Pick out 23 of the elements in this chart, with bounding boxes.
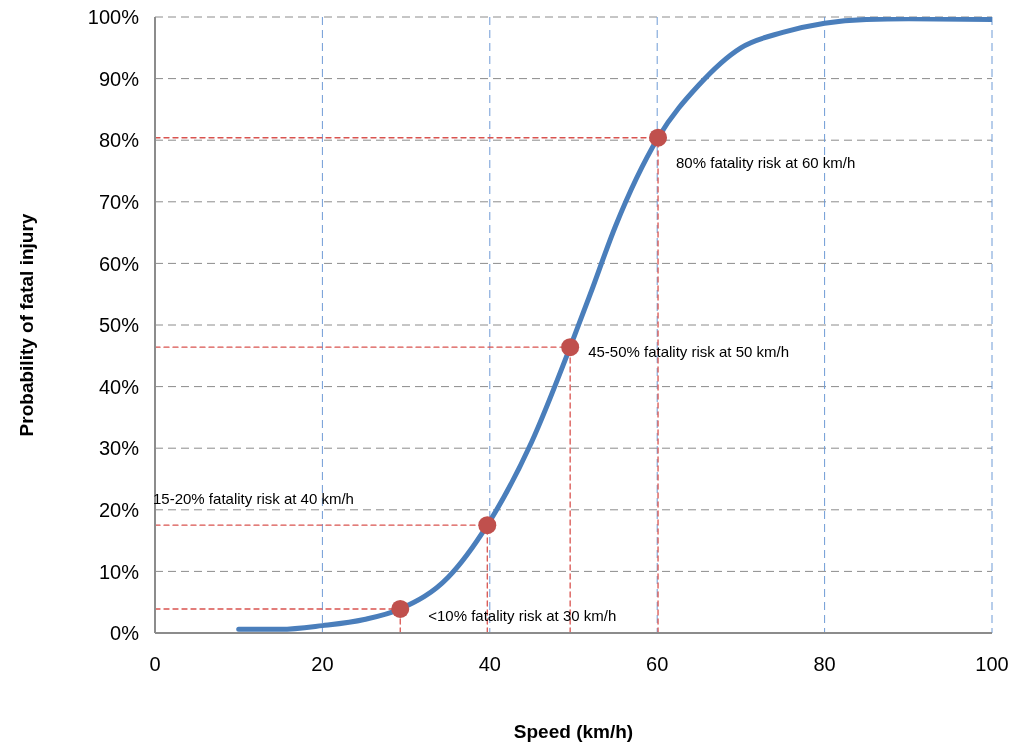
annotation: 45-50% fatality risk at 50 km/h (588, 343, 790, 361)
x-tick-label: 60 (646, 653, 669, 676)
annotation: <10% fatality risk at 30 km/h (428, 606, 617, 624)
annotation: 80% fatality risk at 60 km/h (676, 153, 856, 171)
y-tick-label: 10% (98, 560, 140, 583)
y-tick-label: 100% (87, 6, 140, 29)
y-axis-title: Probability of fatal injury (15, 213, 37, 437)
y-tick-label: 80% (98, 129, 140, 152)
x-tick-label: 100 (975, 653, 1009, 676)
x-tick-label: 80 (813, 653, 836, 676)
x-axis-title: Speed (km/h) (513, 721, 634, 742)
annotation: 15-20% fatality risk at 40 km/h (153, 490, 354, 508)
x-tick-label: 40 (478, 653, 501, 676)
x-tick-label: 20 (311, 653, 334, 676)
y-tick-label: 40% (98, 375, 140, 398)
y-tick-label: 0% (110, 622, 140, 645)
y-tick-label: 90% (98, 67, 140, 90)
y-tick-label: 20% (98, 498, 140, 521)
y-tick-label: 50% (98, 314, 140, 337)
y-tick-label: 30% (98, 437, 140, 460)
y-tick-label: 70% (98, 190, 140, 213)
x-tick-label: 0 (149, 653, 161, 676)
y-tick-label: 60% (98, 252, 140, 275)
